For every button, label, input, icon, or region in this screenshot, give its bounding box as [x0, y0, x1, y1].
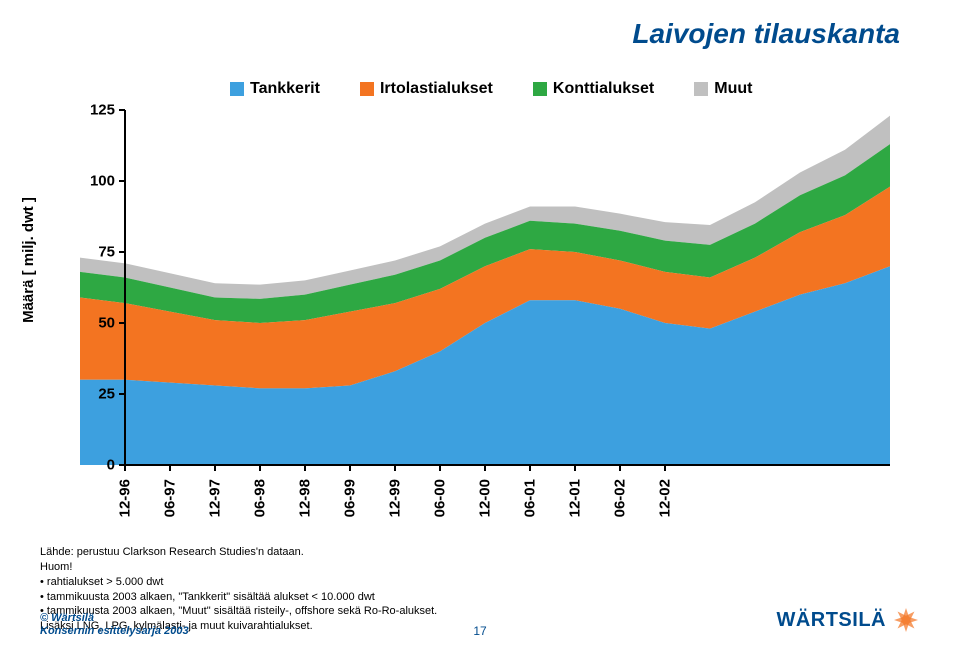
- y-tick-label: 100: [75, 173, 115, 190]
- legend-item: Muut: [694, 80, 752, 98]
- legend-swatch-icon: [533, 82, 547, 96]
- legend-item: Tankkerit: [230, 80, 320, 98]
- source-line: Lähde: perustuu Clarkson Research Studie…: [40, 545, 660, 560]
- y-axis-label: Määrä [ milj. dwt ]: [20, 197, 37, 323]
- legend-item: Konttialukset: [533, 80, 654, 98]
- logo: WÄRTSILÄ: [776, 606, 920, 634]
- source-line: • rahtialukset > 5.000 dwt: [40, 575, 660, 590]
- y-tick-label: 50: [75, 315, 115, 332]
- x-tick-label: 12-98: [297, 479, 314, 517]
- footer-subtitle: Konsernin esittelysarja 2003: [40, 625, 189, 638]
- slide: Laivojen tilauskanta Tankkerit Irtolastia…: [0, 0, 960, 654]
- y-tick-label: 25: [75, 386, 115, 403]
- x-tick-label: 12-96: [117, 479, 134, 517]
- legend-swatch-icon: [230, 82, 244, 96]
- x-tick-label: 06-01: [522, 479, 539, 517]
- y-tick-label: 125: [75, 102, 115, 119]
- x-tick-label: 06-97: [162, 479, 179, 517]
- x-tick-label: 06-99: [342, 479, 359, 517]
- source-line: Huom!: [40, 560, 660, 575]
- chart: 025507510012512-9606-9712-9706-9812-9806…: [60, 105, 900, 475]
- legend-swatch-icon: [360, 82, 374, 96]
- x-tick-label: 12-97: [207, 479, 224, 517]
- x-tick-label: 12-01: [567, 479, 584, 517]
- y-tick-label: 0: [75, 457, 115, 474]
- y-tick-label: 75: [75, 244, 115, 261]
- page-title: Laivojen tilauskanta: [632, 18, 900, 50]
- x-tick-label: 06-00: [432, 479, 449, 517]
- legend-label: Konttialukset: [553, 80, 654, 98]
- logo-mark-icon: [892, 606, 920, 634]
- page-number: 17: [473, 624, 486, 638]
- x-tick-label: 12-02: [657, 479, 674, 517]
- x-tick-label: 12-99: [387, 479, 404, 517]
- legend-swatch-icon: [694, 82, 708, 96]
- x-tick-label: 06-02: [612, 479, 629, 517]
- legend-label: Irtolastialukset: [380, 80, 493, 98]
- legend: Tankkerit Irtolastialukset Konttialukset Mu…: [230, 80, 752, 98]
- copyright-line: © Wärtsilä: [40, 612, 189, 625]
- legend-label: Tankkerit: [250, 80, 320, 98]
- footer-copyright: © Wärtsilä Konsernin esittelysarja 2003: [40, 612, 189, 638]
- logo-text: WÄRTSILÄ: [776, 609, 886, 632]
- x-tick-label: 12-00: [477, 479, 494, 517]
- legend-label: Muut: [714, 80, 752, 98]
- source-line: • tammikuusta 2003 alkaen, "Tankkerit" s…: [40, 590, 660, 605]
- area-chart: [60, 105, 900, 475]
- legend-item: Irtolastialukset: [360, 80, 493, 98]
- x-tick-label: 06-98: [252, 479, 269, 517]
